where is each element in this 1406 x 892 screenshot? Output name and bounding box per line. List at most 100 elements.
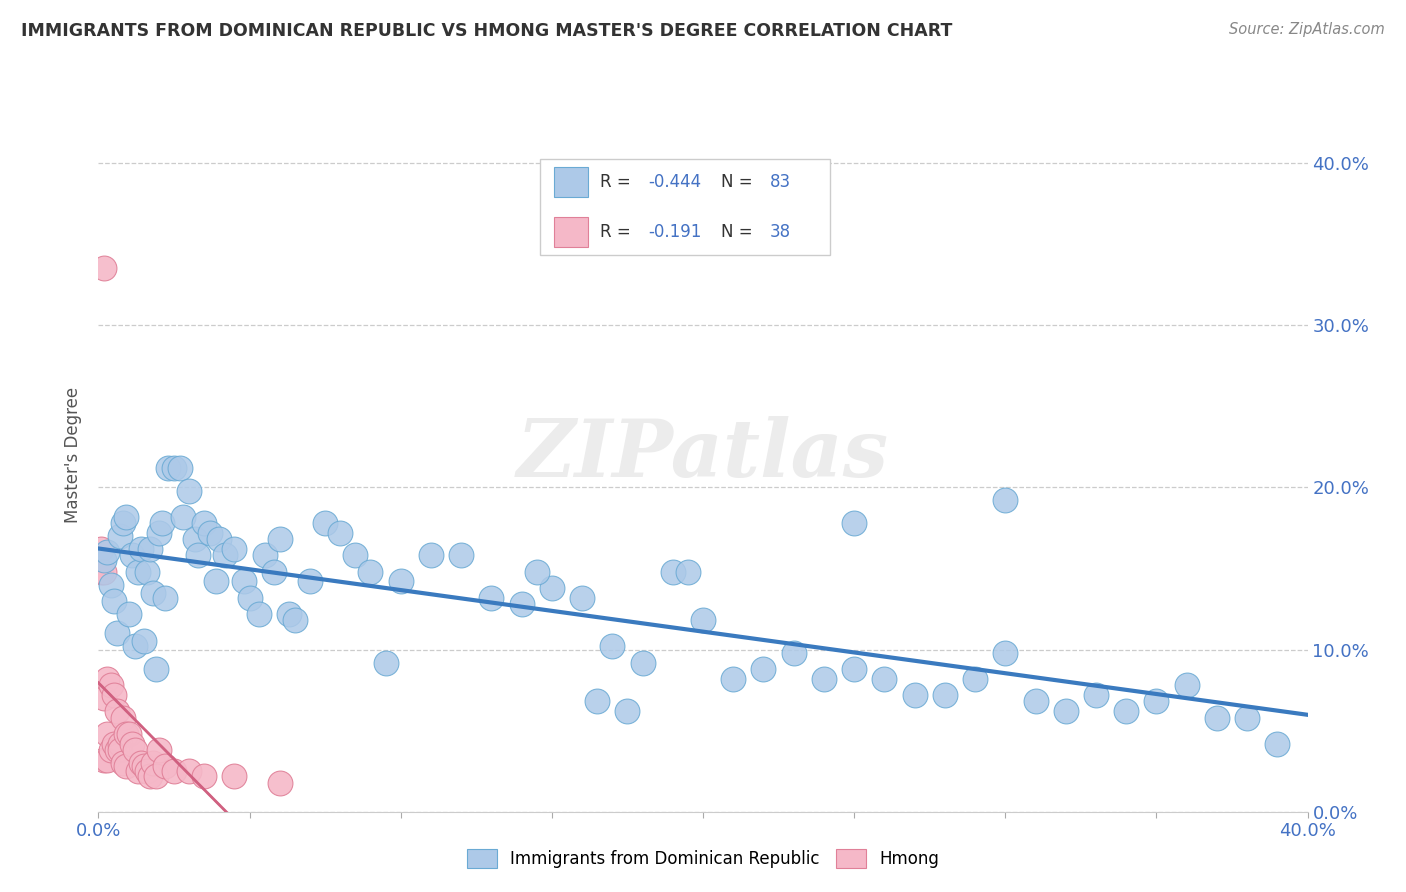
Point — [93, 261, 115, 276]
Text: ZIPatlas: ZIPatlas — [517, 417, 889, 493]
Point — [156, 461, 179, 475]
Point — [135, 565, 157, 579]
Point — [329, 525, 352, 540]
Point — [93, 553, 115, 567]
Point — [142, 756, 165, 770]
Point — [232, 574, 254, 589]
Point — [105, 704, 128, 718]
Point — [481, 591, 503, 605]
Point — [163, 764, 186, 779]
Text: -0.191: -0.191 — [648, 223, 702, 241]
Text: 83: 83 — [769, 173, 790, 191]
Point — [132, 634, 155, 648]
Point — [783, 646, 806, 660]
Point — [904, 688, 927, 702]
Point — [844, 516, 866, 530]
Point — [200, 525, 222, 540]
Point — [96, 545, 118, 559]
Point — [90, 541, 112, 556]
Point — [994, 493, 1017, 508]
Text: R =: R = — [600, 223, 637, 241]
Point — [100, 577, 122, 591]
Point — [224, 769, 246, 783]
Point — [263, 565, 285, 579]
Point — [121, 737, 143, 751]
Point — [571, 591, 593, 605]
Point — [1206, 711, 1229, 725]
Point — [96, 672, 118, 686]
Point — [153, 759, 176, 773]
Point — [1267, 737, 1289, 751]
Point — [184, 533, 207, 547]
Point — [127, 565, 149, 579]
Point — [108, 529, 131, 543]
Point — [96, 727, 118, 741]
Point — [148, 743, 170, 757]
Point — [114, 727, 136, 741]
Point — [994, 646, 1017, 660]
Point — [277, 607, 299, 621]
Point — [631, 656, 654, 670]
Point — [214, 549, 236, 563]
Point — [108, 737, 131, 751]
Point — [153, 591, 176, 605]
Point — [114, 759, 136, 773]
Point — [124, 743, 146, 757]
Point — [103, 594, 125, 608]
FancyBboxPatch shape — [540, 159, 830, 255]
Bar — [554, 168, 588, 197]
Point — [179, 483, 201, 498]
Point — [169, 461, 191, 475]
Point — [172, 509, 194, 524]
Point — [103, 737, 125, 751]
Point — [90, 565, 112, 579]
Point — [127, 764, 149, 779]
Point — [150, 516, 173, 530]
Point — [108, 743, 131, 757]
Y-axis label: Master's Degree: Master's Degree — [65, 387, 83, 523]
Point — [253, 549, 276, 563]
Text: N =: N = — [721, 223, 758, 241]
Point — [420, 549, 443, 563]
Point — [1054, 704, 1077, 718]
Text: IMMIGRANTS FROM DOMINICAN REPUBLIC VS HMONG MASTER'S DEGREE CORRELATION CHART: IMMIGRANTS FROM DOMINICAN REPUBLIC VS HM… — [21, 22, 952, 40]
Point — [1175, 678, 1198, 692]
Text: 38: 38 — [769, 223, 790, 241]
Point — [662, 565, 685, 579]
Point — [374, 656, 396, 670]
Point — [752, 662, 775, 676]
Point — [145, 769, 167, 783]
Point — [676, 565, 699, 579]
Point — [1236, 711, 1258, 725]
Point — [208, 533, 231, 547]
Point — [179, 764, 201, 779]
Point — [314, 516, 336, 530]
Point — [145, 662, 167, 676]
Point — [187, 549, 209, 563]
Point — [844, 662, 866, 676]
Point — [602, 640, 624, 654]
Point — [450, 549, 472, 563]
Point — [692, 613, 714, 627]
Point — [163, 461, 186, 475]
Text: R =: R = — [600, 173, 637, 191]
Point — [723, 672, 745, 686]
Point — [299, 574, 322, 589]
Point — [284, 613, 307, 627]
Point — [616, 704, 638, 718]
Point — [526, 565, 548, 579]
Point — [93, 565, 115, 579]
Point — [114, 509, 136, 524]
Point — [100, 743, 122, 757]
Point — [247, 607, 270, 621]
Point — [129, 756, 152, 770]
Point — [1024, 694, 1046, 708]
Legend: Immigrants from Dominican Republic, Hmong: Immigrants from Dominican Republic, Hmon… — [460, 842, 946, 875]
Point — [93, 691, 115, 706]
Point — [96, 753, 118, 767]
Point — [111, 711, 134, 725]
Point — [103, 688, 125, 702]
Point — [389, 574, 412, 589]
Point — [100, 678, 122, 692]
Point — [224, 541, 246, 556]
